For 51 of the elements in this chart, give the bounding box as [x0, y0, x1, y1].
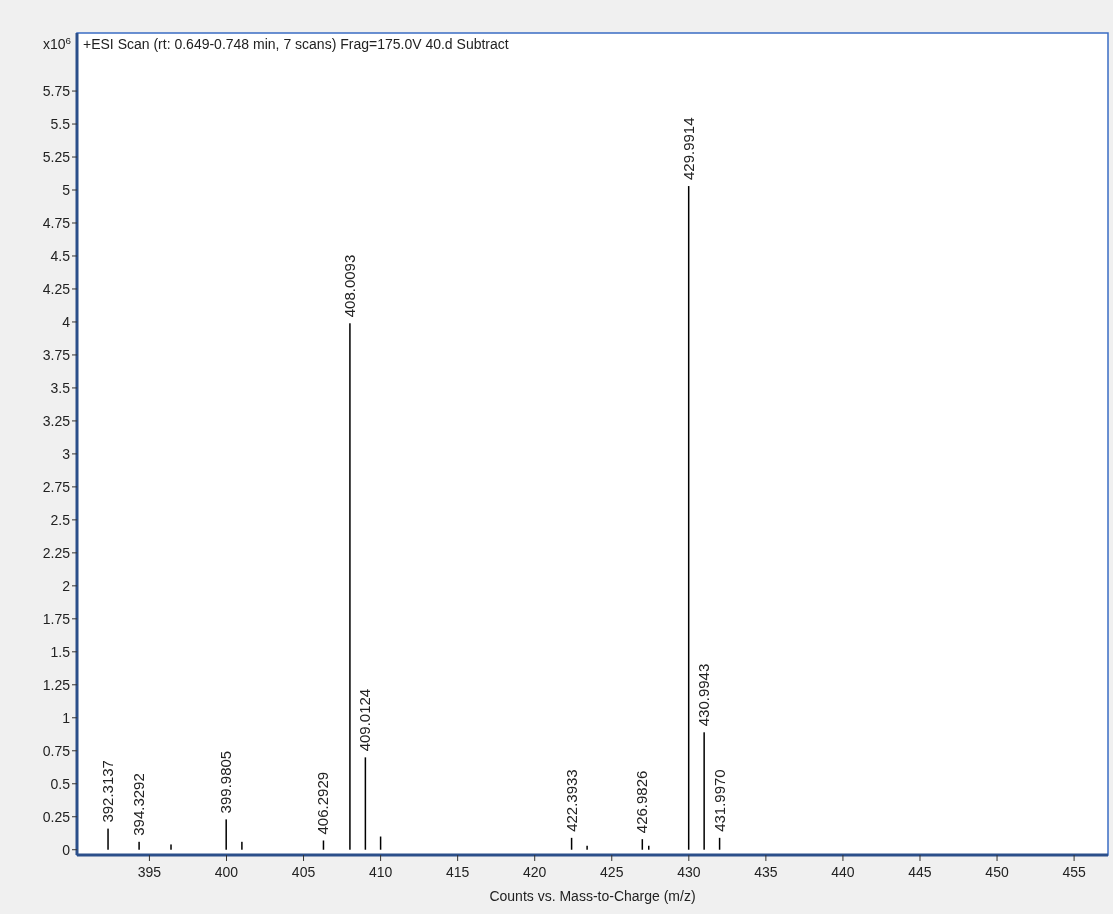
y-tick-label: 0.25	[42, 808, 71, 825]
y-axis-title: x10$^{6}$	[42, 34, 72, 52]
annotation: 409.0124	[356, 688, 374, 752]
x-tick-label: 405	[291, 864, 316, 880]
annotation: 406.2929	[314, 771, 332, 835]
annotation: 422.3933	[562, 769, 580, 832]
y-tick-label: 2.25	[42, 544, 71, 561]
y-tick-label: 4.5	[50, 247, 71, 264]
annotation: 429.9914	[679, 117, 697, 181]
x-tick-label: 425	[600, 864, 624, 880]
x-tick-label: 415	[445, 864, 470, 880]
y-tick-label: 0	[62, 841, 71, 858]
y-tick-label: 1.75	[42, 610, 71, 627]
y-tick-label: 0.75	[42, 742, 71, 759]
y-tick-label: 4	[62, 313, 71, 330]
y-tick-label: 5.75	[42, 82, 71, 99]
x-tick-label: 430	[677, 864, 701, 880]
x-tick-label: 400	[214, 864, 239, 880]
y-tick-label: 1	[62, 709, 71, 726]
y-tick-label: 4.75	[42, 214, 71, 231]
y-tick-label: 3	[62, 445, 71, 462]
y-tick-label: 5	[62, 181, 71, 198]
y-tick-label: 5.25	[42, 148, 71, 165]
x-tick-label: 420	[523, 864, 547, 880]
x-tick-label: 410	[368, 864, 393, 880]
x-tick-label: 440	[831, 864, 855, 880]
y-tick-label: 5.5	[50, 115, 71, 132]
y-tick-label: 3.75	[42, 346, 71, 363]
y-tick-label: 1.5	[50, 643, 71, 660]
annotation: 394.3292	[130, 773, 148, 836]
annotation: 426.9826	[633, 770, 651, 834]
y-tick-label: 3.5	[50, 379, 71, 396]
x-tick-label: 435	[754, 864, 778, 880]
y-tick-label: 2	[62, 577, 71, 594]
annotation: 392.3137	[99, 760, 117, 823]
x-tick-label: 455	[1062, 864, 1086, 880]
x-tick-label: 445	[908, 864, 932, 880]
y-tick-label: 3.25	[42, 412, 71, 429]
chart-title: +ESI Scan (rt: 0.649-0.748 min, 7 scans) Frag=175.0V 40.d Subtract	[83, 36, 509, 52]
x-tick-label: 450	[985, 864, 1009, 880]
y-tick-label: 2.5	[50, 511, 71, 528]
annotation: 431.9970	[710, 769, 728, 832]
x-tick-label: 395	[137, 864, 162, 880]
y-tick-label: 1.25	[42, 676, 71, 693]
y-tick-label: 4.25	[42, 280, 71, 297]
y-tick-label: 0.5	[50, 775, 71, 792]
annotation: 430.9943	[695, 663, 713, 727]
annotation: 408.0093	[340, 254, 358, 318]
x-axis-title: Counts vs. Mass-to-Charge (m/z)	[489, 888, 696, 904]
y-tick-label: 2.75	[42, 478, 71, 495]
annotation: 399.9805	[217, 750, 235, 814]
